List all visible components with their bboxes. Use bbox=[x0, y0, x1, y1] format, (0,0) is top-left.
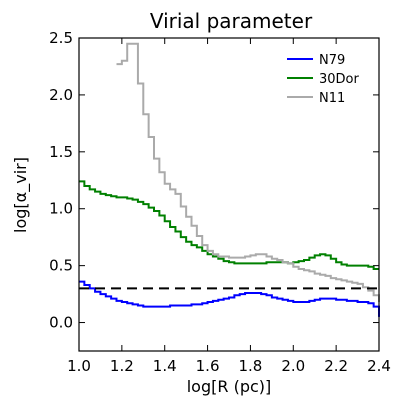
series-line-30dor bbox=[79, 180, 379, 271]
legend-label-n79: N79 bbox=[319, 53, 345, 68]
x-tick-label: 2.4 bbox=[367, 357, 391, 375]
y-tick-label: 0.5 bbox=[49, 257, 73, 275]
series-line-n79 bbox=[79, 280, 380, 317]
x-tick-label: 1.2 bbox=[110, 357, 134, 375]
plot-frame bbox=[78, 37, 380, 352]
y-tick-label: 1.0 bbox=[49, 200, 73, 218]
axis-layer: 1.0 1.2 1.4 1.6 1.8 2.0 2.2 2.4 0.0 0.5 1.0 1.5 2.0 2… bbox=[49, 29, 391, 375]
x-tick-label: 1.4 bbox=[153, 357, 177, 375]
y-tick-label: 0.0 bbox=[49, 314, 73, 332]
x-axis-label: log[R (pc)] bbox=[187, 377, 272, 396]
chart-title: Virial parameter bbox=[150, 9, 313, 33]
x-tick-label: 2.0 bbox=[281, 357, 305, 375]
y-tick-label: 2.0 bbox=[49, 86, 73, 104]
legend: N79 30Dor N11 bbox=[287, 53, 360, 106]
y-tick-label: 1.5 bbox=[49, 143, 73, 161]
y-tick-label: 2.5 bbox=[49, 29, 73, 47]
series-layer bbox=[79, 42, 380, 317]
x-tick-label: 1.6 bbox=[196, 357, 220, 375]
x-tick-label: 1.8 bbox=[238, 357, 262, 375]
series-line-n11 bbox=[116, 42, 380, 303]
legend-label-n11: N11 bbox=[319, 91, 345, 106]
x-tick-label: 1.0 bbox=[67, 357, 91, 375]
x-tick-label: 2.2 bbox=[324, 357, 348, 375]
y-axis-label: log[α_vir] bbox=[11, 157, 31, 233]
legend-label-30dor: 30Dor bbox=[319, 72, 360, 87]
